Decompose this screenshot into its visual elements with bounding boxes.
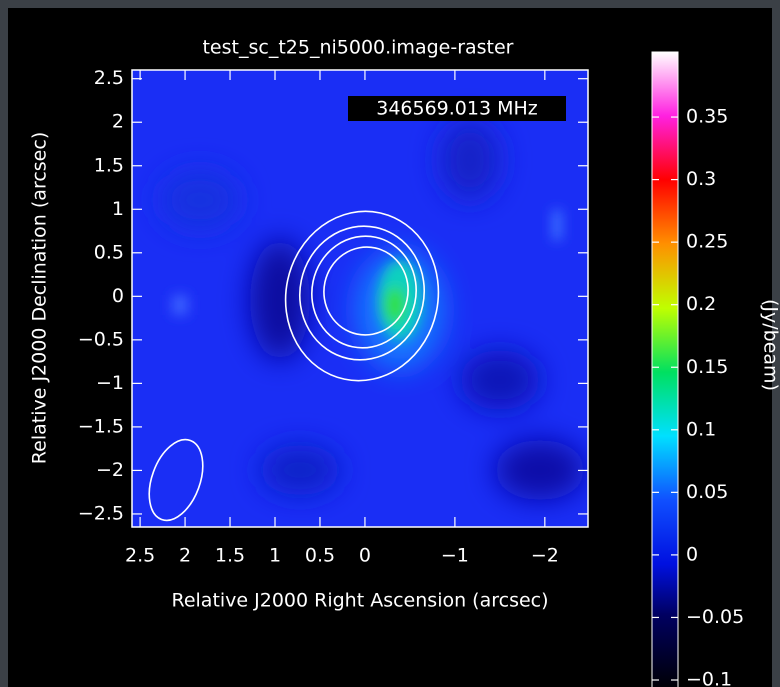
x-tick-label: 0.5 (305, 545, 335, 567)
x-tick-label: 1.5 (215, 545, 245, 567)
y-tick-label: −1.5 (78, 415, 124, 437)
colorbar-tick-label: 0.25 (686, 231, 728, 253)
colorbar (652, 52, 678, 687)
y-tick-label: 1.5 (94, 154, 124, 176)
colorbar-tick-label: 0.2 (686, 293, 716, 315)
colorbar-tick-label: −0.05 (686, 606, 744, 628)
x-tick-label: −2 (531, 545, 559, 567)
y-tick-label: −2 (96, 459, 124, 481)
y-tick-label: 2 (112, 111, 124, 133)
page: 346569.013 MHz test_sc_t25_ni5000.image-… (0, 0, 780, 687)
y-axis-label: Relative J2000 Declination (arcsec) (29, 132, 51, 464)
y-tick-label: 2.5 (94, 67, 124, 89)
y-tick-label: 0 (112, 285, 124, 307)
colorbar-tick-label: 0.3 (686, 168, 716, 190)
colorbar-tick-label: 0.05 (686, 481, 728, 503)
x-tick-label: 1 (269, 545, 281, 567)
x-tick-label: 2.5 (125, 545, 155, 567)
colorbar-label: (Jy/beam) (760, 299, 780, 391)
chart-title: test_sc_t25_ni5000.image-raster (202, 37, 513, 59)
x-axis-label: Relative J2000 Right Ascension (arcsec) (171, 590, 548, 612)
x-tick-label: 0 (359, 545, 371, 567)
colorbar-tick-label: 0.35 (686, 106, 728, 128)
colorbar-tick-label: 0 (686, 543, 698, 565)
raster (132, 70, 588, 527)
colorbar-tick-label: −0.1 (686, 669, 732, 687)
y-tick-label: −1 (96, 372, 124, 394)
x-tick-label: −1 (441, 545, 469, 567)
y-tick-label: 1 (112, 198, 124, 220)
colorbar-tick-label: 0.15 (686, 356, 728, 378)
viewer: 346569.013 MHz test_sc_t25_ni5000.image-… (0, 0, 780, 687)
y-tick-label: 0.5 (94, 241, 124, 263)
colorbar-tick-label: 0.1 (686, 418, 716, 440)
y-tick-label: −0.5 (78, 328, 124, 350)
frequency-label: 346569.013 MHz (376, 98, 538, 120)
y-tick-label: −2.5 (78, 502, 124, 524)
x-tick-label: 2 (179, 545, 191, 567)
